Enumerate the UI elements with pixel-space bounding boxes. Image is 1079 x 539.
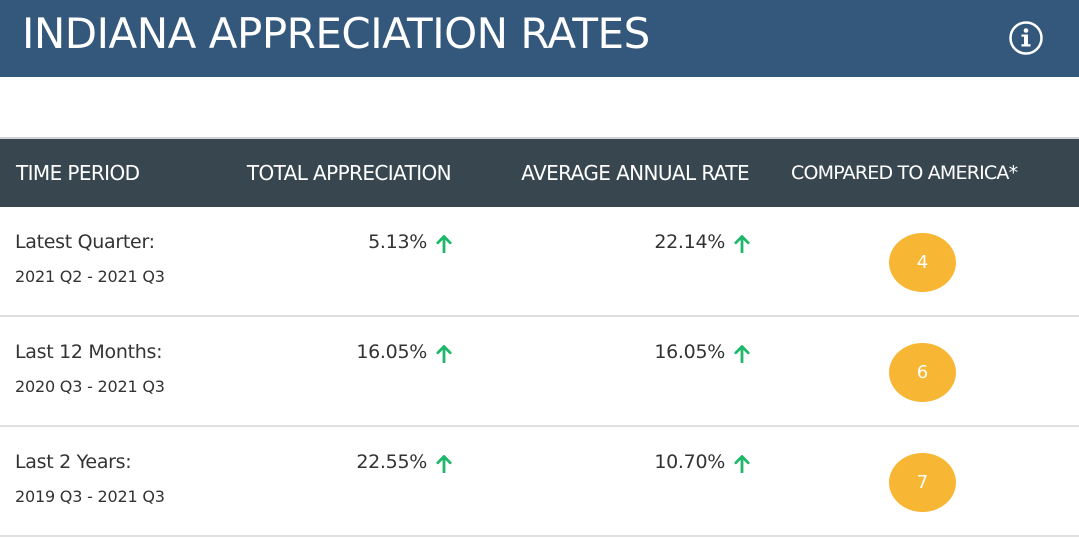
arrow-up-icon <box>436 455 452 473</box>
period-range: 2019 Q3 - 2021 Q3 <box>15 487 165 506</box>
total-appreciation-value: 16.05% <box>356 341 427 363</box>
average-annual-rate-value: 10.70% <box>654 451 725 473</box>
table-row: Last 12 Months: 2020 Q3 - 2021 Q3 16.05%… <box>0 317 1079 427</box>
table-row: Last 2 Years: 2019 Q3 - 2021 Q3 22.55% 1… <box>0 427 1079 537</box>
arrow-up-icon <box>436 345 452 363</box>
page-title: INDIANA APPRECIATION RATES <box>22 9 650 58</box>
table-row: Latest Quarter: 2021 Q2 - 2021 Q3 5.13% … <box>0 207 1079 317</box>
column-header-average-annual-rate: AVERAGE ANNUAL RATE <box>521 161 749 185</box>
table-header: TIME PERIOD TOTAL APPRECIATION AVERAGE A… <box>0 137 1079 207</box>
info-button[interactable] <box>1009 21 1043 55</box>
average-annual-rate-value: 22.14% <box>654 231 725 253</box>
period-label: Last 2 Years: <box>15 451 132 473</box>
column-header-compared-to-america: COMPARED TO AMERICA* <box>791 162 1018 184</box>
arrow-up-icon <box>734 455 750 473</box>
column-header-total-appreciation: TOTAL APPRECIATION <box>246 161 452 185</box>
period-range: 2021 Q2 - 2021 Q3 <box>15 267 165 286</box>
arrow-up-icon <box>734 345 750 363</box>
info-circle-icon <box>1009 21 1043 55</box>
column-header-time-period: TIME PERIOD <box>16 161 140 185</box>
rank-badge: 7 <box>889 453 956 512</box>
rank-badge: 4 <box>889 233 956 292</box>
period-range: 2020 Q3 - 2021 Q3 <box>15 377 165 396</box>
period-label: Last 12 Months: <box>15 341 163 363</box>
rank-badge: 6 <box>889 343 956 402</box>
total-appreciation-value: 22.55% <box>356 451 427 473</box>
arrow-up-icon <box>436 235 452 253</box>
period-label: Latest Quarter: <box>15 231 155 253</box>
average-annual-rate-value: 16.05% <box>654 341 725 363</box>
title-bar: INDIANA APPRECIATION RATES <box>0 0 1079 77</box>
appreciation-table: TIME PERIOD TOTAL APPRECIATION AVERAGE A… <box>0 137 1079 537</box>
total-appreciation-value: 5.13% <box>368 231 427 253</box>
arrow-up-icon <box>734 235 750 253</box>
